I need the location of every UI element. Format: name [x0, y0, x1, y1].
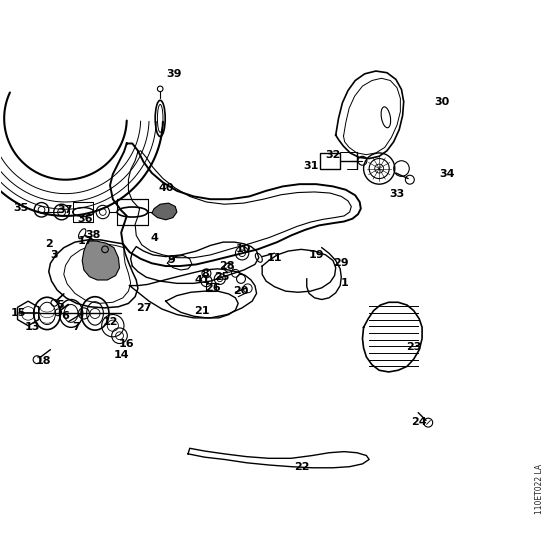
Text: 29: 29 — [334, 258, 349, 268]
Text: 38: 38 — [86, 230, 101, 240]
Text: 6: 6 — [62, 311, 69, 321]
Text: 10: 10 — [236, 244, 251, 254]
Polygon shape — [82, 241, 119, 280]
Text: 36: 36 — [77, 214, 93, 223]
Text: 4: 4 — [151, 233, 158, 243]
Text: 8: 8 — [201, 269, 209, 279]
Text: 12: 12 — [102, 317, 118, 327]
Text: 31: 31 — [303, 161, 318, 171]
Polygon shape — [152, 203, 177, 220]
Text: 35: 35 — [13, 203, 29, 213]
Text: 13: 13 — [24, 323, 40, 333]
Text: 16: 16 — [119, 339, 134, 349]
Text: 40: 40 — [158, 183, 174, 193]
Text: 17: 17 — [77, 236, 93, 246]
Text: 15: 15 — [11, 309, 26, 319]
Text: 20: 20 — [234, 286, 249, 296]
Text: 110ET022 LA: 110ET022 LA — [535, 464, 544, 514]
Text: 18: 18 — [35, 356, 51, 366]
Text: 21: 21 — [194, 306, 210, 316]
Text: 3: 3 — [50, 250, 58, 260]
Text: 28: 28 — [220, 261, 235, 271]
Text: 11: 11 — [267, 253, 282, 263]
Text: 7: 7 — [73, 323, 81, 333]
Text: 33: 33 — [389, 189, 405, 199]
Text: 23: 23 — [406, 342, 422, 352]
Text: 1: 1 — [340, 278, 348, 288]
Text: 41: 41 — [194, 275, 210, 285]
Text: 5: 5 — [56, 300, 64, 310]
Text: 27: 27 — [136, 303, 151, 313]
Text: 14: 14 — [113, 350, 129, 360]
Text: 2: 2 — [45, 239, 53, 249]
Text: 19: 19 — [309, 250, 324, 260]
Text: 25: 25 — [214, 272, 229, 282]
Text: 26: 26 — [206, 283, 221, 293]
Text: 37: 37 — [58, 206, 73, 216]
Text: 30: 30 — [434, 97, 449, 107]
Text: 34: 34 — [440, 169, 455, 179]
Text: 22: 22 — [295, 461, 310, 472]
Text: 39: 39 — [166, 69, 182, 79]
Polygon shape — [320, 153, 340, 169]
Text: 32: 32 — [325, 150, 340, 160]
Text: 9: 9 — [167, 255, 175, 265]
Text: 24: 24 — [412, 417, 427, 427]
